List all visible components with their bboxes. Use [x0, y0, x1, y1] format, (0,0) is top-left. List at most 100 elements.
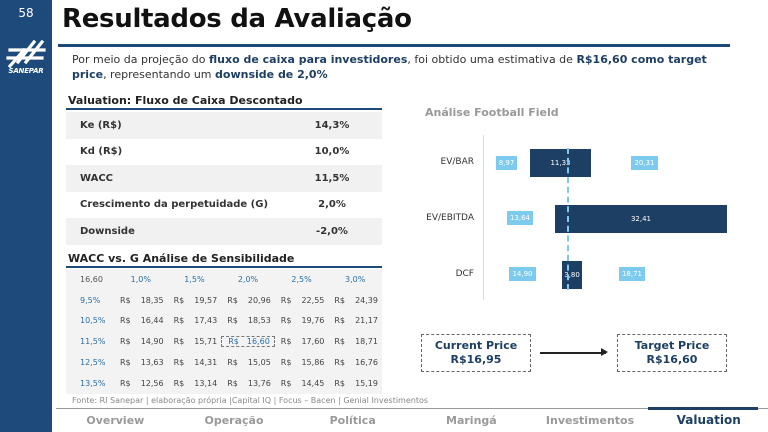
table-cell: R$ 22,55 — [280, 295, 325, 305]
current-price-label: Current Price — [434, 339, 518, 352]
table-cell: R$ 17,60 — [280, 337, 325, 347]
valuation-divider — [66, 108, 382, 110]
table-row: 13,5% R$ 12,56 R$ 13,14 R$ 13,76 R$ 14,45 R$… — [66, 373, 382, 394]
intro-part: Por meio da projeção do — [72, 53, 210, 66]
sensitivity-table: 16,60 1,0% 1,5% 2,0% 2,5% 3,0% 9,5% R$ 18… — [66, 269, 382, 394]
table-row: Ke (R$) 14,3% — [66, 112, 382, 139]
row-header: 12,5% — [80, 358, 106, 368]
ff-range-bar: 3,80 — [562, 261, 582, 289]
ff-low-value: 8,97 — [496, 156, 517, 170]
nav-item-overview[interactable]: Overview — [86, 414, 145, 427]
nav-active-indicator — [648, 407, 758, 410]
table-header-row: 16,60 1,0% 1,5% 2,0% 2,5% 3,0% — [66, 269, 382, 290]
sidebar: 58 SANEPAR — [0, 0, 52, 432]
arrow-right-icon — [540, 349, 608, 355]
sanepar-logo-icon — [6, 39, 46, 69]
ff-low-value: 14,90 — [509, 267, 536, 281]
table-cell: R$ 13,14 — [173, 378, 218, 388]
ff-range-bar: 11,33 — [530, 149, 591, 177]
table-cell: R$ 15,86 — [280, 358, 325, 368]
ff-high-value: 18,71 — [619, 267, 645, 281]
table-cell: R$ 14,45 — [280, 378, 325, 388]
column-header: 2,0% — [237, 274, 259, 284]
table-cell: R$ 19,76 — [280, 316, 325, 326]
table-cell: R$ 14,90 — [120, 337, 164, 347]
ff-high-value: 20,31 — [631, 156, 658, 170]
corner-value: 16,60 — [80, 274, 103, 284]
row-header: 13,5% — [80, 378, 106, 388]
table-cell: R$ 12,56 — [120, 378, 164, 388]
table-cell: R$ 15,71 — [173, 337, 218, 347]
table-cell: R$ 16,44 — [120, 316, 164, 326]
current-price-value: R$16,95 — [450, 353, 502, 366]
row-header: 9,5% — [80, 295, 101, 305]
nav-divider — [56, 408, 768, 409]
current-price-line — [567, 148, 569, 290]
table-cell: R$ 18,71 — [334, 337, 378, 347]
column-header: 2,5% — [291, 274, 312, 284]
column-header: 3,0% — [345, 274, 366, 284]
table-cell: R$ 18,35 — [120, 295, 164, 305]
table-row: 11,5% R$ 14,90 R$ 15,71 R$ 16,60 R$ 17,60 R$… — [66, 331, 382, 352]
brand-name: SANEPAR — [8, 67, 44, 75]
ff-label-ev-bar: EV/BAR — [440, 157, 474, 167]
table-cell: R$ 24,39 — [334, 295, 378, 305]
current-price-box: Current Price R$16,95 — [421, 334, 531, 372]
row-label: Downside — [80, 225, 135, 237]
sensitivity-divider — [66, 266, 382, 268]
nav-item-valuation[interactable]: Valuation — [676, 413, 741, 427]
nav-item-maringa[interactable]: Maringá — [446, 414, 497, 427]
source-note: Fonte: RI Sanepar | elaboração própria |… — [72, 396, 429, 405]
row-label: Crescimento da perpetuidade (G) — [80, 199, 269, 211]
row-header: 10,5% — [80, 316, 106, 326]
nav-item-investimentos[interactable]: Investimentos — [545, 414, 635, 427]
table-cell: R$ 16,76 — [334, 358, 378, 368]
row-label: WACC — [80, 172, 113, 184]
table-row: 9,5% R$ 18,35 R$ 19,57 R$ 20,96 R$ 22,55 R$ 2… — [66, 290, 382, 311]
ff-low-value: 13,64 — [507, 211, 533, 225]
row-label: Ke (R$) — [80, 119, 122, 131]
intro-bold: downside de 2,0% — [215, 68, 328, 81]
ff-label-ev-ebitda: EV/EBITDA — [426, 213, 474, 223]
chart-axis — [483, 135, 484, 300]
table-cell: R$ 15,19 — [334, 378, 378, 388]
row-label: Kd (R$) — [80, 146, 123, 158]
table-row: Downside -2,0% — [66, 218, 382, 245]
valuation-table: Ke (R$) 14,3% Kd (R$) 10,0% WACC 11,5% Cres… — [66, 112, 382, 245]
table-cell: R$ 13,76 — [227, 378, 271, 388]
table-cell: R$ 14,31 — [173, 358, 218, 368]
nav-item-operacao[interactable]: Operação — [204, 414, 264, 427]
target-price-value: R$16,60 — [646, 353, 698, 366]
page-title: Resultados da Avaliação — [62, 4, 412, 34]
column-header: 1,0% — [130, 274, 151, 284]
table-row: 12,5% R$ 13,63 R$ 14,31 R$ 15,05 R$ 15,86 R$… — [66, 352, 382, 373]
table-cell: R$ 15,05 — [227, 358, 271, 368]
table-cell: R$ 20,96 — [227, 295, 271, 305]
intro-part: , representando um — [103, 68, 216, 81]
target-price-box: Target Price R$16,60 — [617, 334, 727, 372]
valuation-title: Valuation: Fluxo de Caixa Descontado — [68, 94, 303, 107]
sensitivity-title: WACC vs. G Análise de Sensibilidade — [68, 252, 295, 265]
row-value: -2,0% — [316, 225, 348, 237]
row-header: 11,5% — [80, 337, 106, 347]
table-row: 10,5% R$ 16,44 R$ 17,43 R$ 18,53 R$ 19,76 R$… — [66, 311, 382, 332]
table-row: Kd (R$) 10,0% — [66, 139, 382, 166]
title-divider — [58, 44, 730, 47]
table-cell: R$ 21,17 — [334, 316, 378, 326]
nav-item-politica[interactable]: Política — [329, 414, 376, 427]
ff-range-bar: 32,41 — [555, 205, 727, 233]
football-field-title: Análise Football Field — [425, 106, 559, 119]
table-row: Crescimento da perpetuidade (G) 2,0% — [66, 192, 382, 219]
row-value: 11,5% — [314, 172, 350, 184]
table-cell: R$ 13,63 — [120, 358, 164, 368]
target-price-label: Target Price — [634, 339, 710, 352]
intro-part: , foi obtido uma estimativa de — [407, 53, 577, 66]
table-cell: R$ 17,43 — [173, 316, 218, 326]
highlighted-cell: R$ 16,60 — [221, 336, 275, 348]
table-cell: R$ 19,57 — [173, 295, 218, 305]
row-value: 10,0% — [314, 146, 350, 158]
row-value: 2,0% — [318, 199, 346, 211]
intro-text: Por meio da projeção do fluxo de caixa p… — [72, 52, 732, 82]
table-row: WACC 11,5% — [66, 165, 382, 192]
intro-bold: R$16,60 como target price — [72, 53, 707, 81]
